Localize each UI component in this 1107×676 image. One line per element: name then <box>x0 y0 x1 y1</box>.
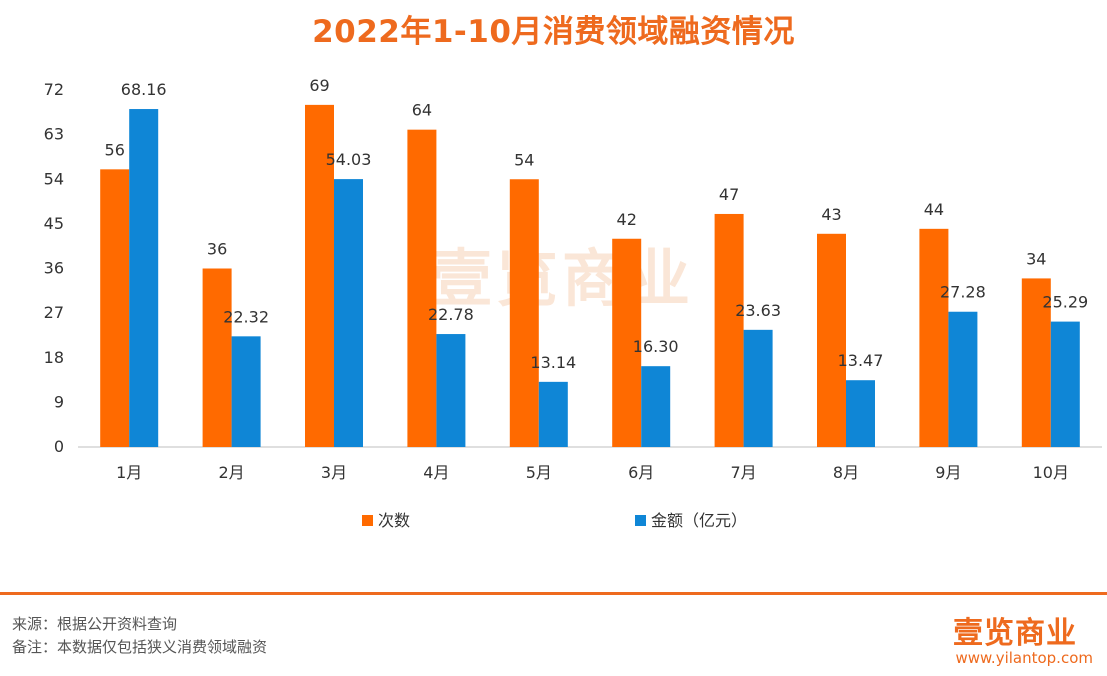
bar-amount <box>641 366 671 447</box>
data-label-count: 43 <box>821 205 841 224</box>
y-tick-label: 72 <box>44 80 64 99</box>
bar-amount <box>231 336 261 447</box>
bar-count <box>714 213 744 447</box>
bar-amount <box>334 179 363 447</box>
chart-title: 2022年1-10月消费领域融资情况 <box>312 14 795 50</box>
data-label-amount: 13.47 <box>838 351 884 370</box>
data-label-amount: 68.16 <box>121 80 167 99</box>
x-tick-label: 1月 <box>116 463 142 482</box>
x-tick-label: 3月 <box>321 463 347 482</box>
data-label-count: 56 <box>105 140 125 159</box>
bar-amount <box>743 329 773 447</box>
x-tick-label: 2月 <box>219 463 245 482</box>
bar-count <box>407 129 437 447</box>
bar-count <box>202 268 232 447</box>
legend-swatch-amount <box>635 515 646 526</box>
bar-count <box>509 179 539 447</box>
data-label-count: 44 <box>924 200 944 219</box>
data-label-count: 64 <box>412 101 432 120</box>
x-tick-label: 5月 <box>526 463 552 482</box>
x-tick-label: 8月 <box>833 463 859 482</box>
y-tick-label: 27 <box>44 303 64 322</box>
y-tick-label: 9 <box>54 392 64 411</box>
y-tick-label: 54 <box>44 169 64 188</box>
legend-label-amount: 金额（亿元） <box>651 511 747 530</box>
bar-count <box>100 169 130 448</box>
bar-count <box>612 238 642 447</box>
data-label-count: 47 <box>719 185 739 204</box>
bar-amount <box>538 381 568 447</box>
bar-count <box>817 233 846 447</box>
data-label-amount: 27.28 <box>940 283 986 302</box>
bar-amount <box>1050 321 1080 447</box>
data-label-amount: 54.03 <box>326 150 372 169</box>
bar-amount <box>948 311 978 447</box>
source-note: 来源：根据公开资料查询 <box>12 615 178 633</box>
data-label-amount: 13.14 <box>530 353 576 372</box>
y-tick-label: 45 <box>44 214 64 233</box>
brand-logo: 壹览商业 <box>953 616 1077 651</box>
bar-count <box>919 228 949 447</box>
data-label-amount: 22.32 <box>223 307 269 326</box>
bar-chart: 0 9 18 27 36 45 54 63 72 56 68.16 1月 36 22.32 2月 69 54.0… <box>44 76 1102 530</box>
x-tick-label: 6月 <box>628 463 654 482</box>
x-tick-label: 4月 <box>423 463 449 482</box>
y-tick-label: 18 <box>44 348 64 367</box>
data-label-amount: 16.30 <box>633 337 679 356</box>
data-label-amount: 22.78 <box>428 305 474 324</box>
bar-count <box>1021 278 1051 447</box>
data-label-amount: 25.29 <box>1042 293 1088 312</box>
data-label-count: 54 <box>514 150 534 169</box>
y-tick-label: 0 <box>54 437 64 456</box>
x-tick-label: 10月 <box>1033 463 1069 482</box>
footer-divider <box>0 592 1107 595</box>
legend-swatch-count <box>362 515 373 526</box>
brand-url[interactable]: www.yilantop.com <box>955 649 1094 667</box>
x-tick-label: 9月 <box>935 463 961 482</box>
legend-label-count: 次数 <box>378 511 410 530</box>
y-tick-label: 36 <box>44 259 64 278</box>
bar-amount <box>846 380 875 447</box>
data-label-count: 36 <box>207 240 227 259</box>
bar-count <box>305 104 334 447</box>
remark-note: 备注：本数据仅包括狭义消费领域融资 <box>12 638 268 656</box>
data-label-count: 34 <box>1026 249 1046 268</box>
x-tick-label: 7月 <box>731 463 757 482</box>
watermark: 壹览商业 <box>430 242 695 315</box>
data-label-count: 69 <box>309 76 329 95</box>
data-label-amount: 23.63 <box>735 301 781 320</box>
y-tick-label: 63 <box>44 125 64 144</box>
bar-amount <box>436 334 466 447</box>
data-label-count: 42 <box>617 210 637 229</box>
bar-amount <box>129 109 159 447</box>
